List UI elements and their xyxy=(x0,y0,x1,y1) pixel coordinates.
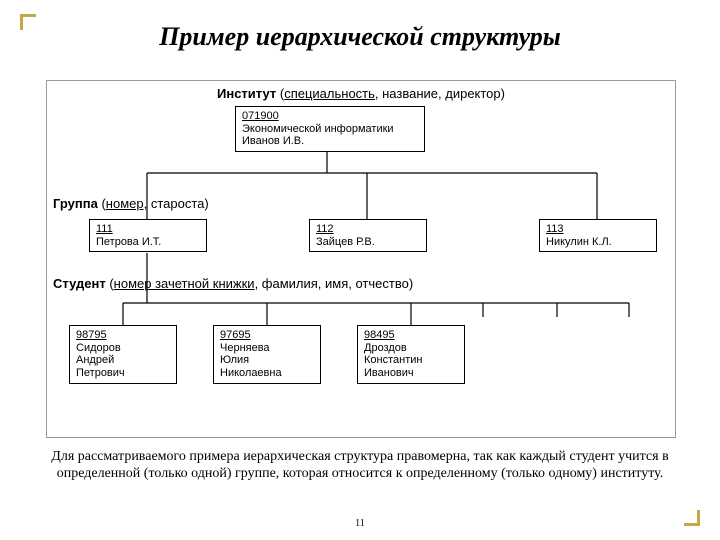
institute-code: 071900 xyxy=(242,110,279,122)
group-number: 111 xyxy=(96,223,113,235)
slide-title: Пример иерархической структуры xyxy=(0,22,720,52)
group-node: 111 Петрова И.Т. xyxy=(89,219,207,252)
institute-label-bold: Институт xyxy=(217,86,276,101)
institute-director: Иванов И.В. xyxy=(242,135,304,147)
student-number: 97695 xyxy=(220,329,251,341)
hierarchy-diagram: Институт (специальность, название, дирек… xyxy=(46,80,676,438)
student-label-bold: Студент xyxy=(53,276,106,291)
student-patronymic: Иванович xyxy=(364,367,414,379)
group-label-bold: Группа xyxy=(53,196,98,211)
group-head: Никулин К.Л. xyxy=(546,236,612,248)
student-lastname: Сидоров xyxy=(76,342,121,354)
page-number: 11 xyxy=(0,518,720,529)
group-node: 112 Зайцев Р.В. xyxy=(309,219,427,252)
student-node: 97695 Черняева Юлия Николаевна xyxy=(213,325,321,384)
student-firstname: Константин xyxy=(364,354,422,366)
student-node: 98495 Дроздов Константин Иванович xyxy=(357,325,465,384)
institute-level-label: Институт (специальность, название, дирек… xyxy=(217,87,505,102)
group-level-label: Группа (номер, староста) xyxy=(53,197,209,212)
student-number: 98795 xyxy=(76,329,107,341)
student-node: 98795 Сидоров Андрей Петрович xyxy=(69,325,177,384)
group-number: 113 xyxy=(546,223,564,235)
student-patronymic: Петрович xyxy=(76,367,125,379)
student-firstname: Юлия xyxy=(220,354,249,366)
group-number: 112 xyxy=(316,223,334,235)
student-lastname: Черняева xyxy=(220,342,270,354)
student-patronymic: Николаевна xyxy=(220,367,282,379)
institute-node: 071900 Экономической информатики Иванов … xyxy=(235,106,425,152)
student-number: 98495 xyxy=(364,329,395,341)
group-node: 113 Никулин К.Л. xyxy=(539,219,657,252)
slide-caption: Для рассматриваемого примера иерархическ… xyxy=(40,448,680,482)
institute-label-rest: (специальность, название, директор) xyxy=(280,86,505,101)
group-label-rest: (номер, староста) xyxy=(101,196,208,211)
group-head: Петрова И.Т. xyxy=(96,236,161,248)
group-head: Зайцев Р.В. xyxy=(316,236,375,248)
student-label-rest: (номер зачетной книжки, фамилия, имя, от… xyxy=(109,276,413,291)
student-lastname: Дроздов xyxy=(364,342,407,354)
institute-name: Экономической информатики xyxy=(242,123,394,135)
student-firstname: Андрей xyxy=(76,354,114,366)
student-level-label: Студент (номер зачетной книжки, фамилия,… xyxy=(53,277,413,292)
